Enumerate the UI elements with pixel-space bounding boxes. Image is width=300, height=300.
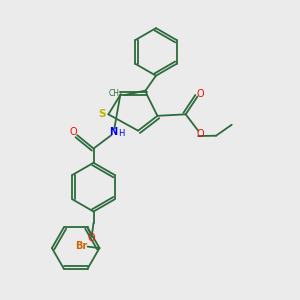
Text: O: O (196, 89, 204, 99)
Text: Br: Br (75, 241, 87, 251)
Text: CH₃: CH₃ (108, 89, 122, 98)
Text: O: O (70, 127, 77, 137)
Text: N: N (109, 127, 117, 137)
Text: S: S (99, 109, 106, 119)
Text: O: O (196, 129, 204, 139)
Text: H: H (118, 130, 124, 139)
Text: O: O (88, 233, 95, 243)
